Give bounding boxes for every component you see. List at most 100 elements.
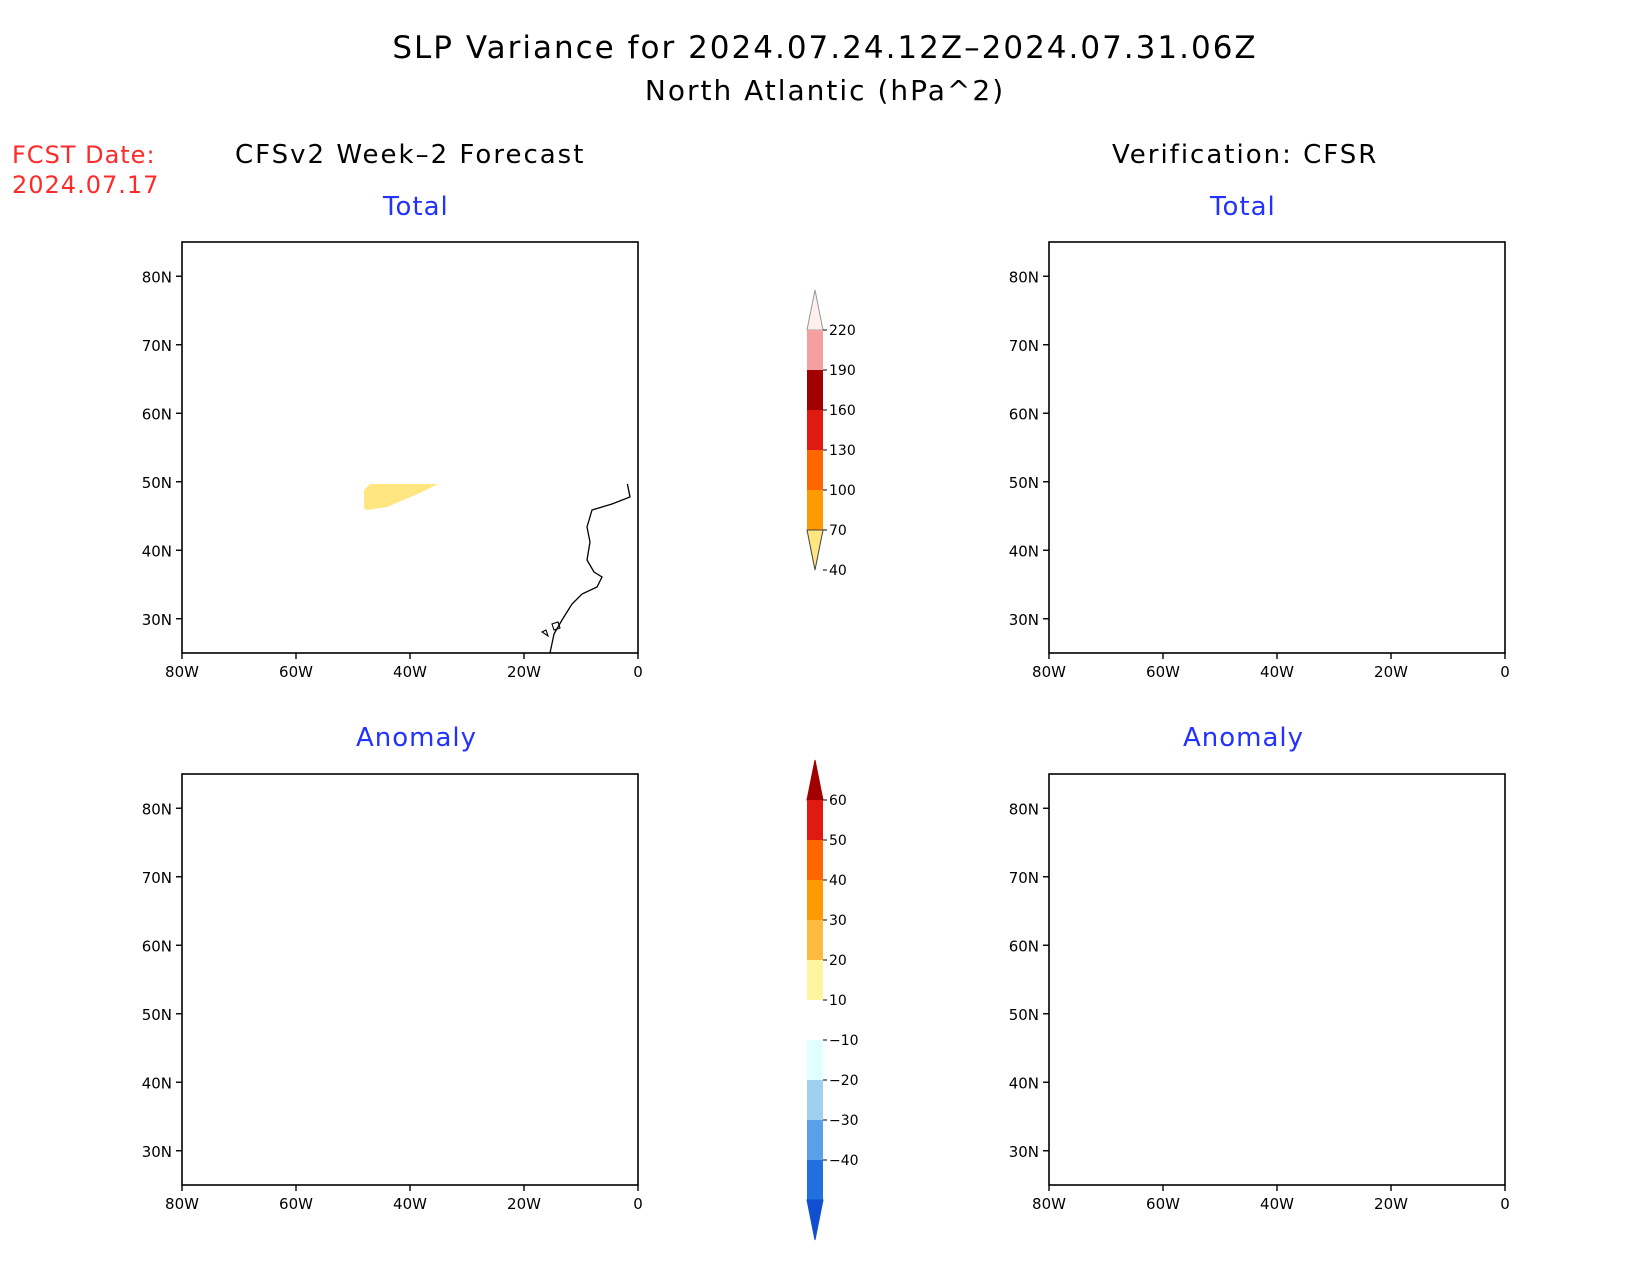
map-frame-bottom-left bbox=[181, 773, 639, 1186]
x-tick-label-bl: 60W bbox=[279, 1195, 313, 1213]
contour-neg-10-20 bbox=[1084, 1079, 1097, 1096]
contour-50-60 bbox=[1173, 836, 1195, 856]
colorbar-label: −20 bbox=[829, 1073, 859, 1089]
colorbar-label: 60 bbox=[829, 793, 847, 809]
x-tick-label-br: 40W bbox=[1260, 1195, 1294, 1213]
colorbar-top-arrow bbox=[806, 759, 824, 801]
contour-20-30 bbox=[1049, 799, 1505, 1006]
x-tick-label-br: 80W bbox=[1032, 1195, 1066, 1213]
panel-bottom-right: 80W 60W 40W 20W 0 80N 70N 60N 50N 40N 30N bbox=[1009, 773, 1510, 1213]
y-tick-label-tl: 50N bbox=[142, 474, 172, 492]
colorbar-label: 130 bbox=[829, 443, 856, 459]
contour-40-70-small bbox=[260, 366, 300, 394]
y-tick-label-tl: 80N bbox=[142, 268, 172, 286]
y-tick-label-tl: 30N bbox=[142, 611, 172, 629]
contour-40-50 bbox=[1049, 846, 1159, 879]
x-tick-label-bl: 40W bbox=[393, 1195, 427, 1213]
contour-neg-10-20 bbox=[182, 996, 204, 1026]
contour-neg-10-20 bbox=[1309, 994, 1439, 1046]
y-tick-label-tl: 40N bbox=[142, 542, 172, 560]
total-colorbar: 220 190 160 130 100 70 40 bbox=[806, 289, 856, 579]
contour-40-70 bbox=[1049, 260, 1505, 492]
y-tick-label-tr: 40N bbox=[1009, 542, 1039, 560]
colorbar-swatch bbox=[807, 490, 823, 530]
x-tick-label-bl: 20W bbox=[507, 1195, 541, 1213]
contour-40-70 bbox=[364, 484, 438, 510]
colorbar-label: 160 bbox=[829, 403, 856, 419]
colorbar-swatch bbox=[807, 920, 823, 960]
colorbar-swatch bbox=[807, 960, 823, 1000]
colorbar-label: 50 bbox=[829, 833, 847, 849]
contour-70-100 bbox=[1249, 370, 1394, 467]
contour-40-50 bbox=[1429, 919, 1489, 942]
contour-neg-10-20 bbox=[1249, 982, 1264, 996]
contour-40-50 bbox=[1049, 929, 1065, 966]
colorbar-label: 100 bbox=[829, 483, 856, 499]
panel-top-left: 80W 60W 40W 20W 0 80N 70N 60N 50N 40N 30N bbox=[142, 241, 643, 681]
colorbar-label: −10 bbox=[829, 1033, 859, 1049]
colorbar-swatch bbox=[807, 330, 823, 370]
colorbar-label: 20 bbox=[829, 953, 847, 969]
x-tick-label-tr: 0 bbox=[1500, 663, 1510, 681]
y-tick-label-tr: 60N bbox=[1009, 405, 1039, 423]
y-tick-label-tl: 70N bbox=[142, 337, 172, 355]
x-tick-label-tl: 40W bbox=[393, 663, 427, 681]
colorbar-swatch bbox=[807, 450, 823, 490]
contour-20-30 bbox=[267, 904, 290, 916]
colorbar-bottom-arrow bbox=[806, 1199, 824, 1241]
right-column-title: Verification: CFSR bbox=[1112, 140, 1379, 170]
colorbar-label: 10 bbox=[829, 993, 847, 1009]
contour-neg-20-30 bbox=[1364, 1014, 1391, 1022]
colorbar-swatch bbox=[807, 1160, 823, 1200]
y-tick-label-bl: 80N bbox=[142, 800, 172, 818]
colorbar-swatch bbox=[807, 1000, 823, 1040]
x-tick-label-tr: 80W bbox=[1032, 663, 1066, 681]
contour-70-100 bbox=[1417, 384, 1464, 410]
contour-30-40 bbox=[1049, 809, 1505, 989]
x-tick-label-tr: 20W bbox=[1374, 663, 1408, 681]
contour-160-190 bbox=[1279, 392, 1285, 398]
contour-10-20 bbox=[182, 834, 332, 924]
y-tick-label-br: 30N bbox=[1009, 1143, 1039, 1161]
x-tick-label-tl: 60W bbox=[279, 663, 313, 681]
y-tick-label-br: 40N bbox=[1009, 1074, 1039, 1092]
x-tick-label-br: 20W bbox=[1374, 1195, 1408, 1213]
y-tick-label-bl: 50N bbox=[142, 1006, 172, 1024]
y-tick-label-tr: 30N bbox=[1009, 611, 1039, 629]
panel-title-top-right: Total bbox=[1210, 192, 1276, 222]
forecast-date-block: FCST Date: 2024.07.17 bbox=[12, 140, 159, 200]
contour-100-130 bbox=[1263, 380, 1299, 410]
contour-20-30 bbox=[472, 954, 492, 970]
panel-title-bottom-left: Anomaly bbox=[356, 723, 478, 753]
y-tick-label-tr: 70N bbox=[1009, 337, 1039, 355]
panel-bottom-left: 80W 60W 40W 20W 0 80N 70N 60N 50N 40N 30N bbox=[142, 773, 643, 1213]
x-tick-label-tl: 80W bbox=[165, 663, 199, 681]
colorbar-swatch bbox=[807, 800, 823, 840]
colorbar-swatch bbox=[807, 880, 823, 920]
x-tick-label-tl: 20W bbox=[507, 663, 541, 681]
colorbar-swatch bbox=[807, 410, 823, 450]
y-tick-label-br: 60N bbox=[1009, 937, 1039, 955]
colorbar-bottom-arrow bbox=[806, 529, 824, 571]
contour-hole bbox=[1249, 836, 1294, 862]
colorbar-label: 40 bbox=[829, 873, 847, 889]
y-tick-label-tr: 80N bbox=[1009, 268, 1039, 286]
anomaly-colorbar: 60 50 40 30 20 10 −10 −20 −30 −40 bbox=[806, 759, 859, 1241]
colorbar-swatch bbox=[807, 1120, 823, 1160]
forecast-date-value: 2024.07.17 bbox=[12, 171, 160, 199]
contour-hole bbox=[1069, 352, 1124, 380]
contour-70-100 bbox=[1049, 402, 1065, 442]
y-tick-label-bl: 40N bbox=[142, 1074, 172, 1092]
contour-10-20 bbox=[1049, 786, 1505, 1022]
contour-70-100 bbox=[1254, 277, 1329, 322]
x-tick-label-bl: 80W bbox=[165, 1195, 199, 1213]
contour-50-60 bbox=[1434, 924, 1467, 936]
left-column-title: CFSv2 Week–2 Forecast bbox=[235, 140, 586, 170]
x-tick-label-br: 60W bbox=[1146, 1195, 1180, 1213]
forecast-date-label: FCST Date: bbox=[12, 141, 156, 169]
contour-60plus bbox=[1267, 809, 1314, 836]
x-tick-label-tr: 40W bbox=[1260, 663, 1294, 681]
y-tick-label-br: 70N bbox=[1009, 869, 1039, 887]
contour-40-50 bbox=[1244, 796, 1329, 842]
